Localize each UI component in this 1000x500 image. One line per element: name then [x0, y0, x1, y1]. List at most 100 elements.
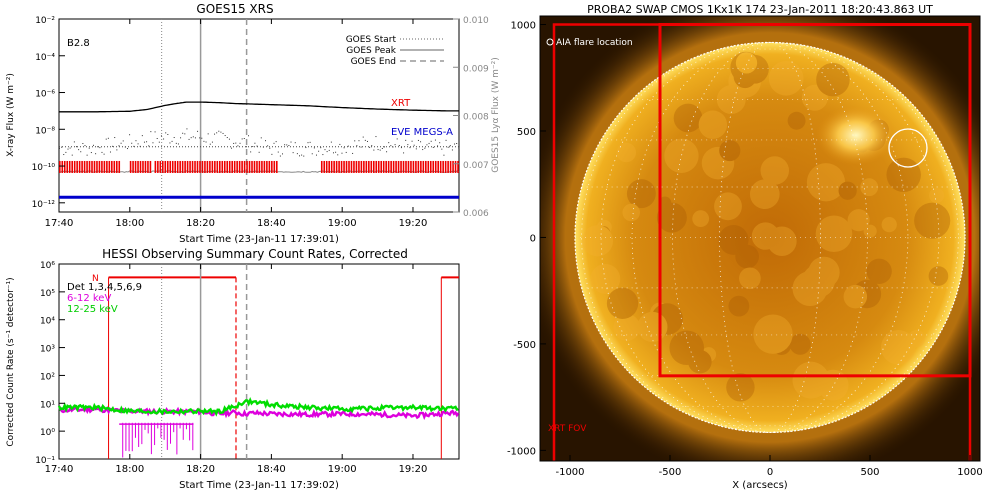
swap-texture-blob — [929, 187, 945, 203]
swap-y-tick-label: -1000 — [507, 446, 536, 457]
goes-short-flux-point — [332, 152, 334, 154]
goes-short-flux-point — [186, 128, 188, 130]
goes-xrt-tick — [425, 160, 427, 173]
goes-short-flux-point — [394, 144, 396, 146]
goes-xrt-tick — [353, 160, 355, 173]
hessi-y-tick-label: 10³ — [40, 345, 55, 355]
goes-x-axis-label: Start Time (23-Jan-11 17:39:01) — [179, 234, 339, 245]
swap-texture-blob — [789, 333, 811, 355]
goes-xrt-tick — [422, 160, 425, 173]
goes-short-flux-point — [292, 152, 294, 154]
goes-short-flux-point — [101, 151, 103, 153]
goes-short-flux-point — [59, 147, 60, 149]
goes-xrt-tick — [447, 160, 449, 173]
goes-xrt-tick — [228, 160, 231, 173]
goes-xrt-tick — [238, 160, 241, 173]
hessi-x-tick-label: 18:40 — [257, 464, 286, 475]
goes-xrt-tick — [328, 160, 330, 173]
goes-short-flux-point — [341, 152, 343, 154]
goes-short-flux-point — [61, 146, 63, 148]
goes-xrt-tick — [76, 160, 78, 173]
goes-short-flux-point — [182, 132, 184, 134]
swap-texture-blob — [792, 271, 828, 307]
swap-texture-blob — [787, 111, 806, 130]
hessi-y-tick-label: 10² — [40, 372, 55, 382]
goes-xrt-tick — [176, 160, 179, 173]
goes-flare-class: B2.8 — [67, 38, 90, 49]
goes-xrt-tick — [211, 160, 214, 173]
goes-plot-frame — [58, 18, 460, 213]
goes-xrt-tick — [405, 160, 407, 173]
goes-short-flux-point — [417, 139, 419, 141]
goes-short-flux-point — [318, 150, 320, 152]
goes-short-flux-point — [65, 151, 67, 153]
goes-short-flux-point — [205, 141, 207, 143]
goes-short-flux-point — [354, 140, 356, 142]
goes-xrt-tick — [101, 160, 103, 173]
goes-y2-tick-label: 0.010 — [463, 16, 489, 26]
goes-xrt-tick — [98, 160, 101, 173]
goes-xrt-tick — [226, 160, 229, 173]
goes-xrt-tick — [268, 160, 271, 173]
swap-texture-blob — [637, 311, 668, 342]
goes-xrt-tick — [330, 160, 333, 173]
hessi-x-axis-label: Start Time (23-Jan-11 17:39:02) — [179, 480, 339, 491]
goes-y2-tick-label: 0.007 — [463, 161, 489, 171]
goes-short-flux-point — [345, 151, 347, 153]
swap-texture-blob — [613, 314, 641, 341]
goes-short-flux-point — [86, 154, 88, 156]
goes-xrt-tick — [241, 160, 243, 173]
goes-short-flux-point — [158, 141, 160, 143]
goes-short-flux-point — [311, 153, 313, 155]
goes-short-flux-point — [156, 138, 158, 140]
swap-texture-blob — [886, 157, 921, 193]
goes-xrt-tick — [340, 160, 343, 173]
goes-short-flux-point — [405, 139, 407, 141]
hessi-y-tick-label: 10⁵ — [40, 289, 55, 299]
goes-short-flux-point — [301, 154, 303, 156]
goes-y2-tick-label: 0.006 — [463, 209, 489, 219]
goes-short-flux-point — [422, 149, 424, 151]
goes-short-flux-point — [299, 155, 300, 157]
swap-texture-blob — [719, 139, 741, 162]
goes-short-flux-points — [59, 128, 460, 157]
goes-short-flux-point — [381, 148, 383, 150]
goes-short-flux-point — [369, 146, 371, 148]
goes-short-flux-point — [150, 131, 152, 133]
goes-short-flux-point — [180, 137, 182, 139]
goes-short-flux-point — [288, 145, 290, 147]
goes-xrt-tick — [360, 160, 363, 173]
goes-xrt-tick — [137, 160, 139, 173]
goes-short-flux-point — [73, 141, 75, 143]
goes-xrt-tick — [166, 160, 169, 173]
goes-short-flux-point — [146, 141, 148, 143]
goes-y2-axis-label: GOES15 Lyα Flux (W m⁻²) — [491, 57, 501, 173]
goes-short-flux-point — [360, 146, 362, 148]
swap-texture-blob — [692, 210, 710, 228]
goes-title: GOES15 XRS — [196, 2, 273, 16]
goes-short-flux-point — [434, 139, 436, 141]
goes-xrt-tick — [189, 160, 191, 173]
goes-x-tick-label: 19:00 — [328, 218, 357, 229]
goes-xrt-tick — [261, 160, 263, 173]
hessi-y-tick-label: 10⁻¹ — [35, 456, 55, 466]
goes-short-flux-point — [141, 135, 143, 137]
goes-xrt-tick — [442, 160, 444, 173]
goes-short-flux-point — [207, 133, 209, 135]
goes-xrt-tick — [93, 160, 96, 173]
goes-xrt-tick — [209, 160, 211, 173]
goes-short-flux-point — [403, 152, 405, 154]
goes-y-tick-label: 10⁻⁶ — [35, 90, 55, 100]
goes-xrt-tick — [184, 160, 186, 173]
goes-xrt-tick — [275, 160, 278, 173]
swap-texture-blob — [914, 202, 951, 239]
goes-xrt-tick — [363, 160, 365, 173]
goes-short-flux-point — [320, 147, 322, 149]
goes-long-flux-line — [59, 101, 459, 113]
goes-short-flux-point — [451, 149, 453, 151]
goes-short-flux-point — [439, 142, 441, 144]
goes-short-flux-point — [335, 151, 337, 153]
goes-short-flux-point — [131, 142, 133, 144]
swap-x-axis-label: X (arcsecs) — [732, 480, 788, 491]
goes-short-flux-point — [267, 145, 269, 147]
